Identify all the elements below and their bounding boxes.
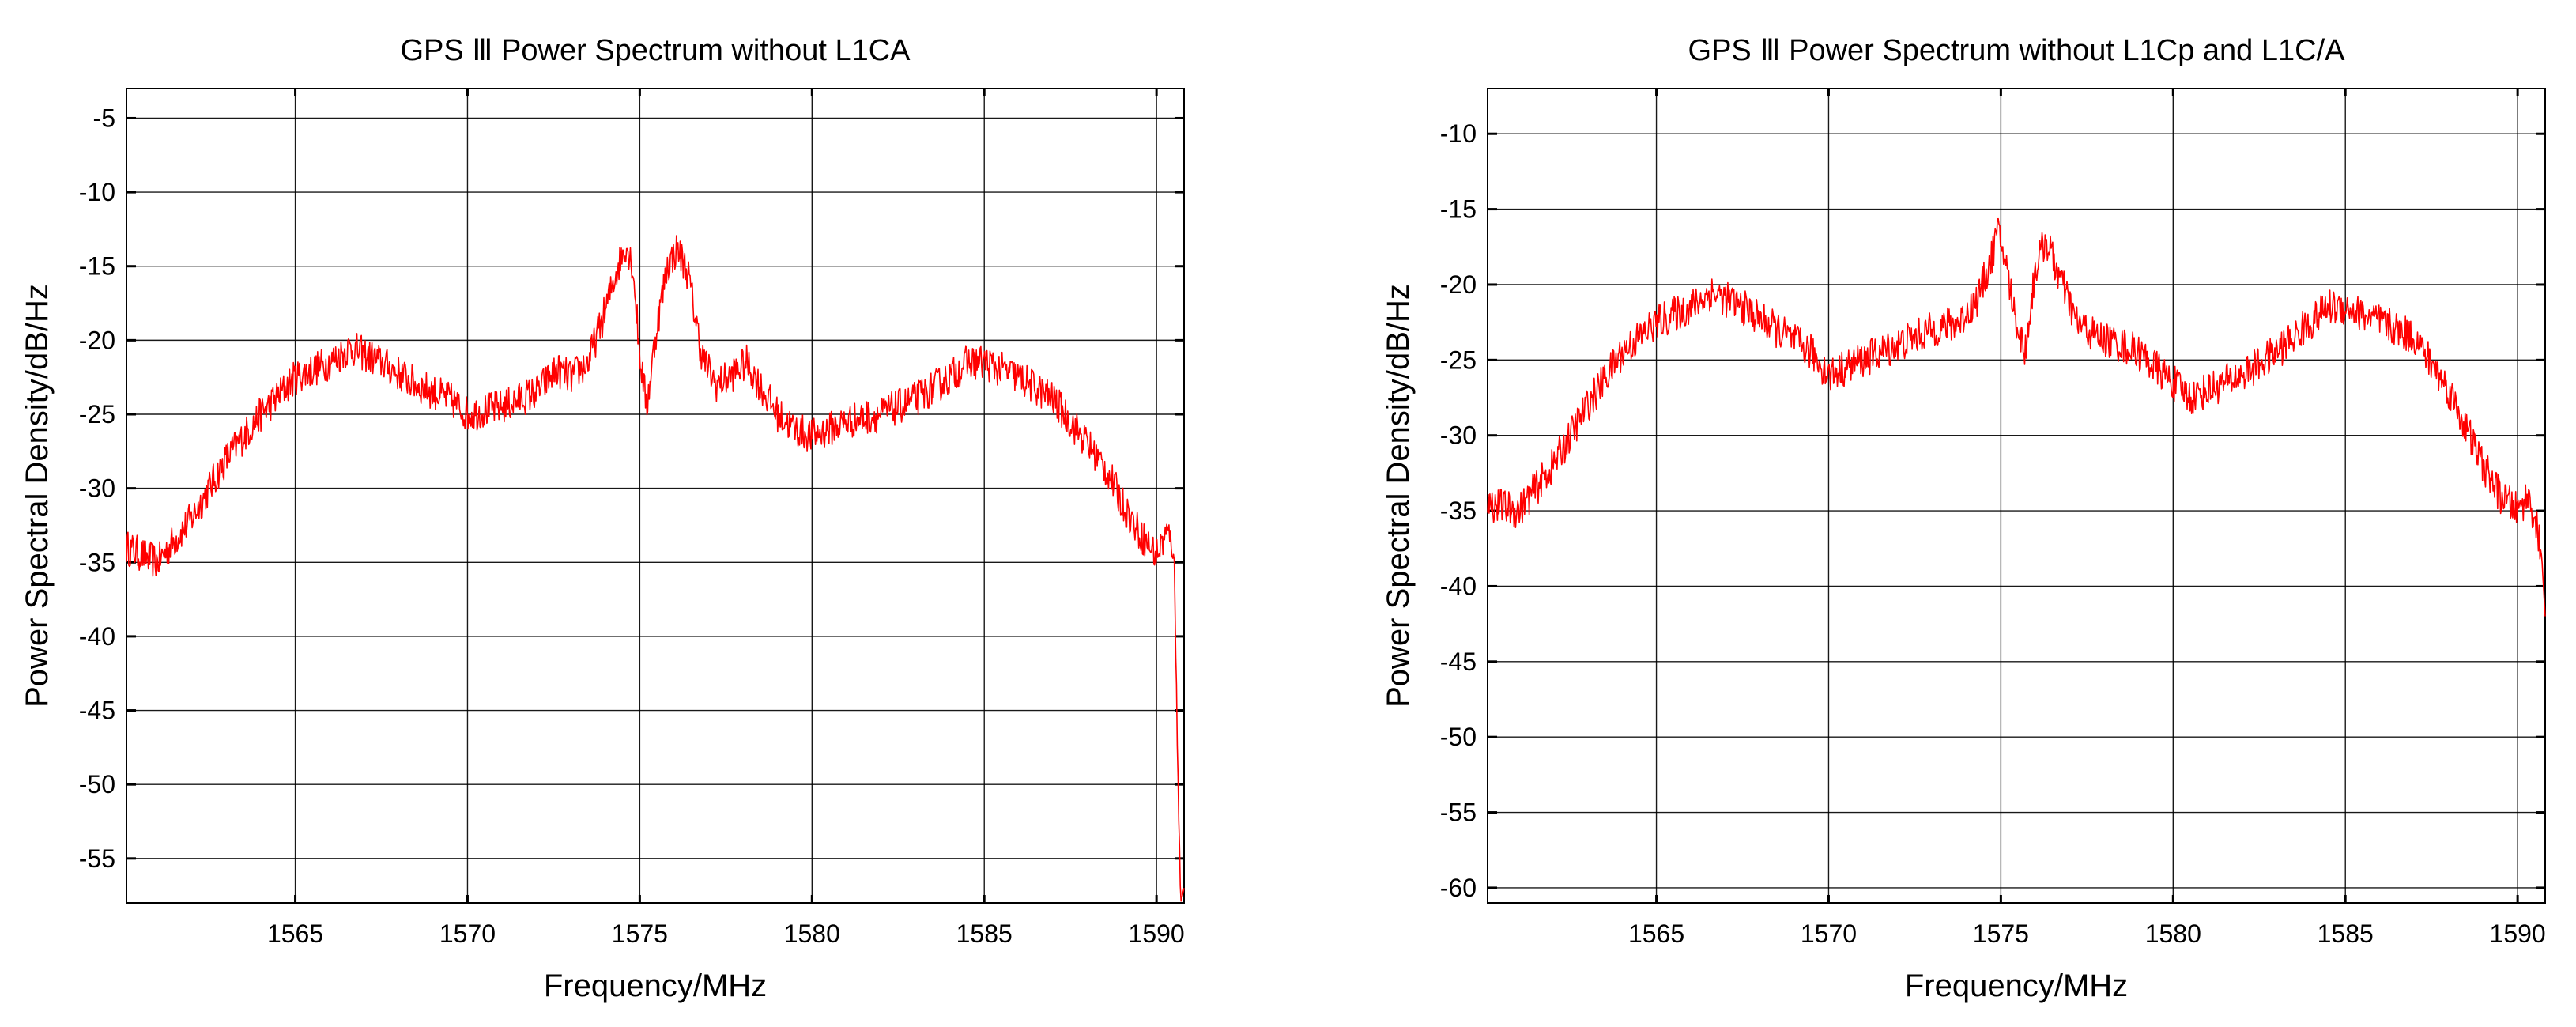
y-tick-label: -10 [79, 178, 115, 206]
chart-left: -5 -10 -15 -20 -25 -30 -35 -40 -45 -50 -55 1565 157… [20, 34, 1185, 1003]
x-tick-label: 1570 [439, 919, 496, 948]
y-tick-labels: -5 -10 -15 -20 -25 -30 -35 -40 -45 -50 -55 [79, 104, 115, 872]
y-tick-label: -45 [79, 697, 115, 725]
y-tick-label: -25 [1440, 345, 1477, 374]
x-tick-label: 1585 [2318, 919, 2374, 948]
y-tick-label: -25 [79, 400, 115, 429]
x-axis-label: Frequency/MHz [544, 968, 767, 1003]
chart-title: GPS Ⅲ Power Spectrum without L1Cp and L1… [1688, 34, 2346, 67]
psd-trace [1487, 217, 2546, 617]
y-tick-label: -15 [79, 252, 115, 281]
y-axis-label: Power Spectral Density/dB/Hz [20, 284, 55, 708]
y-tick-label: -5 [93, 104, 115, 132]
x-tick-label: 1590 [1129, 919, 1185, 948]
y-tick-labels: -10 -15 -20 -25 -30 -35 -40 -45 -50 -55 -60 [1440, 119, 1477, 902]
x-tick-labels: 1565 1570 1575 1580 1585 1590 [1628, 919, 2546, 948]
y-tick-label: -60 [1440, 874, 1477, 902]
y-tick-label: -40 [1440, 572, 1477, 600]
y-tick-label: -30 [79, 474, 115, 503]
y-tick-label: -40 [79, 622, 115, 651]
x-tick-labels: 1565 1570 1575 1580 1585 1590 [267, 919, 1185, 948]
x-tick-label: 1570 [1801, 919, 1857, 948]
y-axis-label: Power Spectral Density/dB/Hz [1381, 284, 1416, 708]
gridlines [1488, 89, 2545, 903]
x-tick-label: 1580 [784, 919, 840, 948]
chart-title: GPS Ⅲ Power Spectrum without L1CA [400, 34, 911, 67]
y-tick-label: -35 [1440, 497, 1477, 525]
series [1487, 217, 2546, 617]
x-tick-label: 1590 [2490, 919, 2546, 948]
x-axis-label: Frequency/MHz [1905, 968, 2128, 1003]
x-tick-label: 1565 [1628, 919, 1684, 948]
plot-area [1487, 88, 2546, 904]
y-tick-label: -55 [1440, 799, 1477, 827]
y-tick-label: -50 [1440, 723, 1477, 751]
x-tick-label: 1575 [1973, 919, 2029, 948]
x-tick-label: 1565 [267, 919, 323, 948]
gridlines [126, 89, 1184, 903]
y-tick-label: -10 [1440, 119, 1477, 148]
chart-right: -10-15-20-25-30-35-40-45-50-55-60 1565 15… [1381, 34, 2546, 1003]
y-tick-label: -55 [79, 844, 115, 873]
x-tick-label: 1575 [612, 919, 668, 948]
x-tick-label: 1580 [2145, 919, 2201, 948]
y-tick-label: -15 [1440, 195, 1477, 224]
x-tick-label: 1585 [956, 919, 1013, 948]
psd-trace [126, 235, 1185, 902]
plot-area [126, 88, 1185, 904]
series [126, 235, 1185, 902]
y-tick-label: -45 [1440, 648, 1477, 676]
y-tick-label: -35 [79, 548, 115, 576]
y-tick-label: -20 [1440, 270, 1477, 299]
y-tick-label: -50 [79, 770, 115, 799]
y-tick-label: -30 [1440, 421, 1477, 450]
y-tick-label: -20 [79, 326, 115, 354]
